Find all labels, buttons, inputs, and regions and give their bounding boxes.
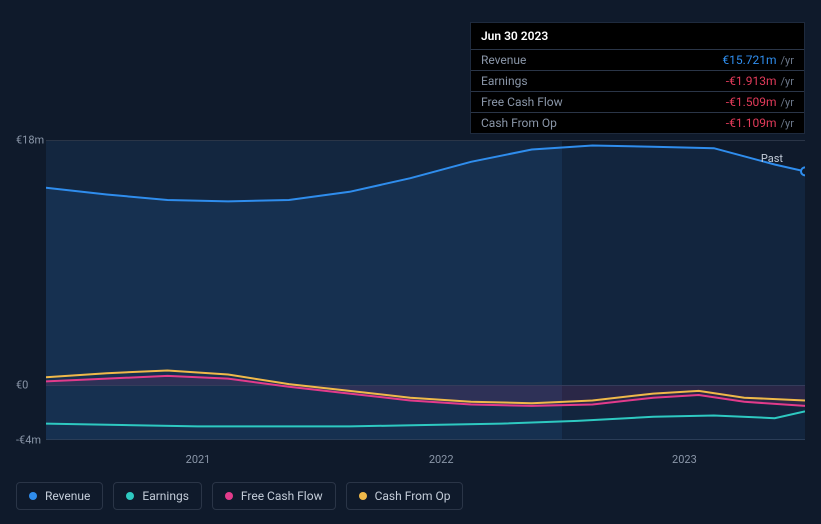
- tooltip-title: Jun 30 2023: [471, 23, 804, 49]
- legend-dot-icon: [126, 492, 134, 500]
- x-tick-label: 2021: [186, 453, 211, 466]
- tooltip-row-cfo: Cash From Op -€1.109m /yr: [471, 112, 804, 133]
- legend-item-label: Earnings: [142, 489, 189, 503]
- tooltip-row-earnings: Earnings -€1.913m /yr: [471, 70, 804, 91]
- legend-item-label: Cash From Op: [375, 489, 451, 503]
- legend-item-revenue[interactable]: Revenue: [16, 482, 103, 510]
- legend-item-fcf[interactable]: Free Cash Flow: [212, 482, 336, 510]
- tooltip: Jun 30 2023 Revenue €15.721m /yr Earning…: [470, 22, 805, 134]
- tooltip-row-unit: /yr: [781, 117, 794, 130]
- tooltip-row-value: -€1.509m: [726, 95, 777, 109]
- tooltip-row-label: Revenue: [481, 53, 722, 67]
- legend-dot-icon: [225, 492, 233, 500]
- legend-item-label: Free Cash Flow: [241, 489, 323, 503]
- legend-dot-icon: [359, 492, 367, 500]
- chart-svg: [46, 140, 805, 440]
- tooltip-row-unit: /yr: [781, 75, 794, 88]
- past-label: Past: [761, 152, 783, 165]
- legend-item-label: Revenue: [45, 489, 90, 503]
- legend-dot-icon: [29, 492, 37, 500]
- tooltip-row-value: -€1.109m: [726, 116, 777, 130]
- y-tick-label: €0: [16, 379, 28, 392]
- x-tick-label: 2023: [672, 453, 697, 466]
- tooltip-row-label: Free Cash Flow: [481, 95, 726, 109]
- plot-area[interactable]: [46, 140, 805, 440]
- tooltip-row-revenue: Revenue €15.721m /yr: [471, 49, 804, 70]
- legend: Revenue Earnings Free Cash Flow Cash Fro…: [16, 482, 463, 510]
- tooltip-row-fcf: Free Cash Flow -€1.509m /yr: [471, 91, 804, 112]
- legend-item-earnings[interactable]: Earnings: [113, 482, 202, 510]
- tooltip-row-label: Cash From Op: [481, 116, 726, 130]
- x-tick-label: 2022: [429, 453, 454, 466]
- tooltip-row-value: €15.721m: [722, 53, 776, 67]
- tooltip-row-unit: /yr: [781, 54, 794, 67]
- y-tick-label: €18m: [16, 134, 44, 147]
- tooltip-row-value: -€1.913m: [726, 74, 777, 88]
- legend-item-cfo[interactable]: Cash From Op: [346, 482, 464, 510]
- tooltip-row-unit: /yr: [781, 96, 794, 109]
- y-tick-label: -€4m: [16, 434, 41, 447]
- tooltip-row-label: Earnings: [481, 74, 726, 88]
